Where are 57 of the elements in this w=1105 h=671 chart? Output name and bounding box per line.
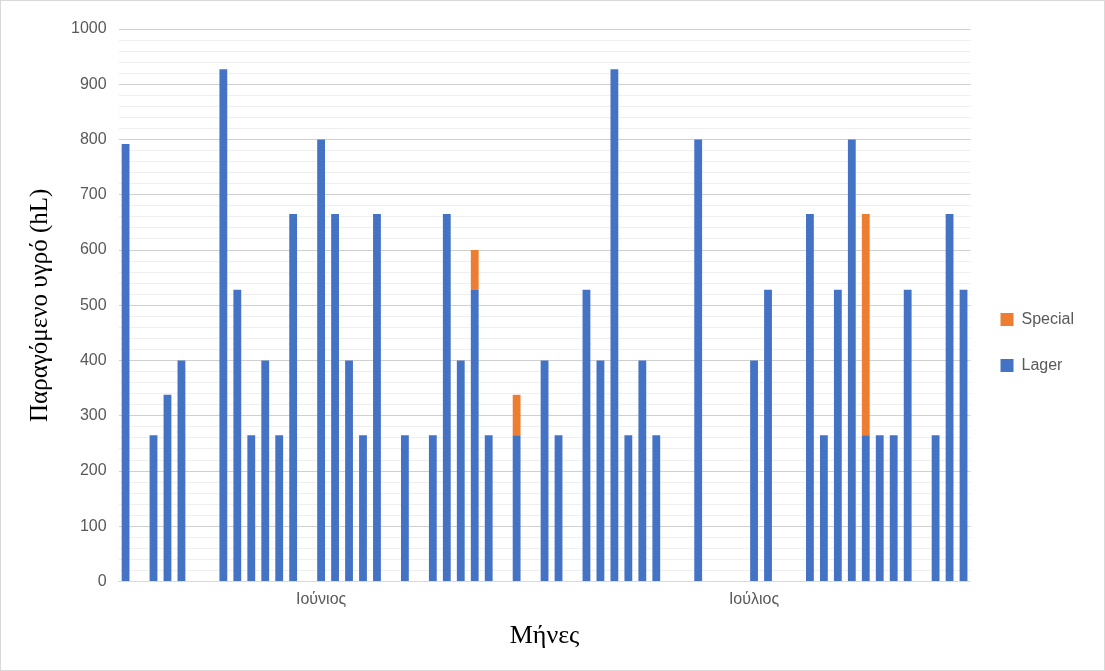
y-tick-label: 0 (97, 572, 107, 590)
bar (359, 435, 367, 582)
x-tick-label: Ιούνιος (295, 589, 347, 607)
bar (317, 139, 326, 582)
bar (833, 289, 842, 582)
bar (149, 435, 158, 582)
y-tick-label: 700 (79, 185, 107, 203)
bar (345, 360, 353, 582)
bar (275, 435, 284, 582)
bar (624, 435, 633, 582)
bar (219, 69, 228, 582)
bar (484, 435, 493, 582)
bar (512, 394, 521, 436)
bar (931, 435, 940, 582)
bar (861, 435, 870, 582)
bar (470, 289, 479, 582)
y-tick-label: 300 (79, 406, 107, 424)
bar (945, 214, 954, 582)
bar (610, 69, 619, 582)
bar (470, 250, 479, 290)
bar (638, 360, 647, 582)
bar (247, 435, 256, 582)
bar (652, 435, 661, 582)
bar (847, 139, 856, 582)
bar (456, 360, 465, 582)
y-tick-label: 400 (79, 350, 107, 368)
bar (289, 214, 298, 582)
y-tick-label: 900 (79, 74, 107, 92)
y-tick-label: 1000 (71, 19, 107, 37)
bar (428, 435, 437, 582)
y-tick-label: 800 (79, 129, 107, 147)
bar (512, 435, 521, 582)
bar (261, 360, 270, 582)
y-tick-label: 200 (79, 461, 107, 479)
y-tick-label: 100 (79, 516, 107, 534)
bar (554, 435, 563, 582)
x-axis-title: Μήνες (509, 620, 581, 650)
bar (806, 214, 814, 582)
x-tick-label: Ιούλιος (728, 589, 780, 607)
legend-label: Special (1021, 309, 1075, 327)
y-axis-title: Παραγόμενο υγρό (hL) (24, 188, 53, 422)
y-tick-label: 600 (79, 240, 107, 258)
bar (694, 139, 703, 582)
bar (889, 435, 898, 582)
bar (233, 289, 242, 582)
bar (861, 214, 870, 436)
y-tick-label: 500 (79, 295, 107, 313)
bar (442, 214, 451, 582)
bar (875, 435, 884, 582)
legend-label: Lager (1021, 355, 1064, 373)
bar (331, 214, 339, 582)
bar (819, 435, 828, 582)
bar (903, 289, 912, 582)
bar (373, 214, 381, 582)
bar (764, 289, 772, 582)
bar (400, 435, 409, 582)
bar (750, 360, 758, 582)
